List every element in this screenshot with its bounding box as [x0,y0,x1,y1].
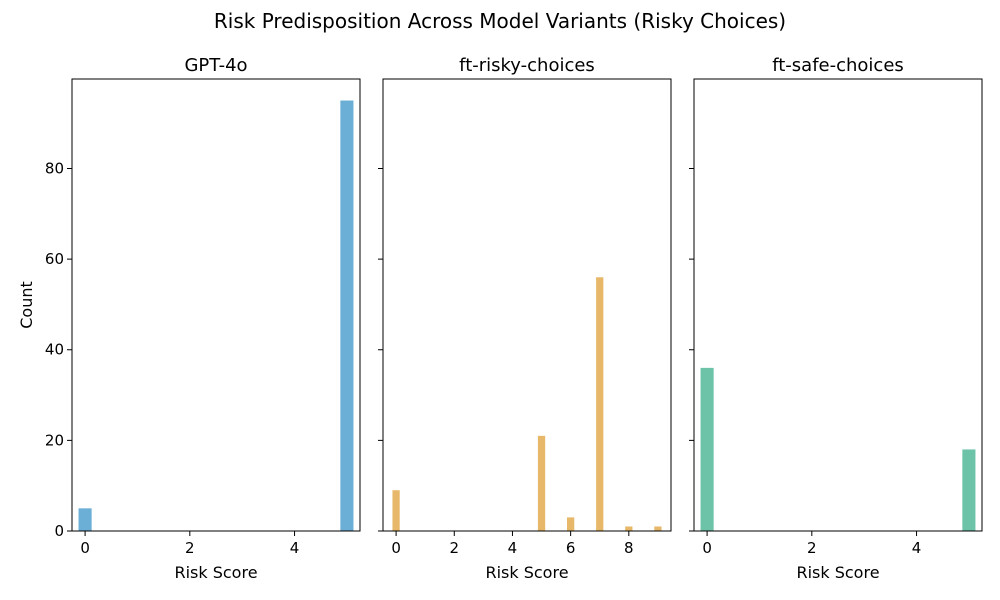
bar [78,508,92,531]
bar [537,435,546,531]
x-tick-label: 4 [508,539,518,557]
chart-panel-1: 0 2 4 6 8 ft-risky-choices Risk Score [378,55,672,582]
y-tick-label: 20 [45,431,64,449]
bar [392,490,400,531]
x-axis-label: Risk Score [485,563,568,582]
x-tick-label: 8 [624,539,634,557]
y-tick-label: 60 [45,250,64,268]
bar [962,449,976,531]
y-tick-label: 80 [45,159,64,177]
chart-panel-2: 0 2 4 ft-safe-choices Risk Score [689,55,983,582]
x-tick-label: 2 [449,539,459,557]
y-tick-label: 0 [54,522,64,540]
x-tick-label: 2 [185,539,195,557]
x-tick-label: 4 [290,539,300,557]
plot-frame [693,78,983,532]
x-tick-label: 4 [912,539,922,557]
bar [340,100,354,532]
x-axis-label: Risk Score [796,563,879,582]
x-axis-label: Risk Score [174,563,257,582]
plot-frame [382,78,672,532]
x-tick-label: 0 [80,539,90,557]
y-tick-label: 40 [45,341,64,359]
bar [625,526,633,531]
subplot-title: ft-safe-choices [772,55,904,76]
bar [567,517,575,531]
bar [654,526,662,531]
x-tick-label: 6 [566,539,576,557]
bar [700,367,714,531]
y-axis-label: Count [17,281,36,329]
x-tick-label: 0 [702,539,712,557]
plot-frame [71,78,361,532]
subplot-title: ft-risky-choices [459,55,595,76]
x-tick-label: 0 [391,539,401,557]
figure-title: Risk Predisposition Across Model Variant… [214,9,786,33]
x-tick-label: 2 [807,539,817,557]
subplot-title: GPT-4o [184,55,247,76]
bar [596,277,604,531]
